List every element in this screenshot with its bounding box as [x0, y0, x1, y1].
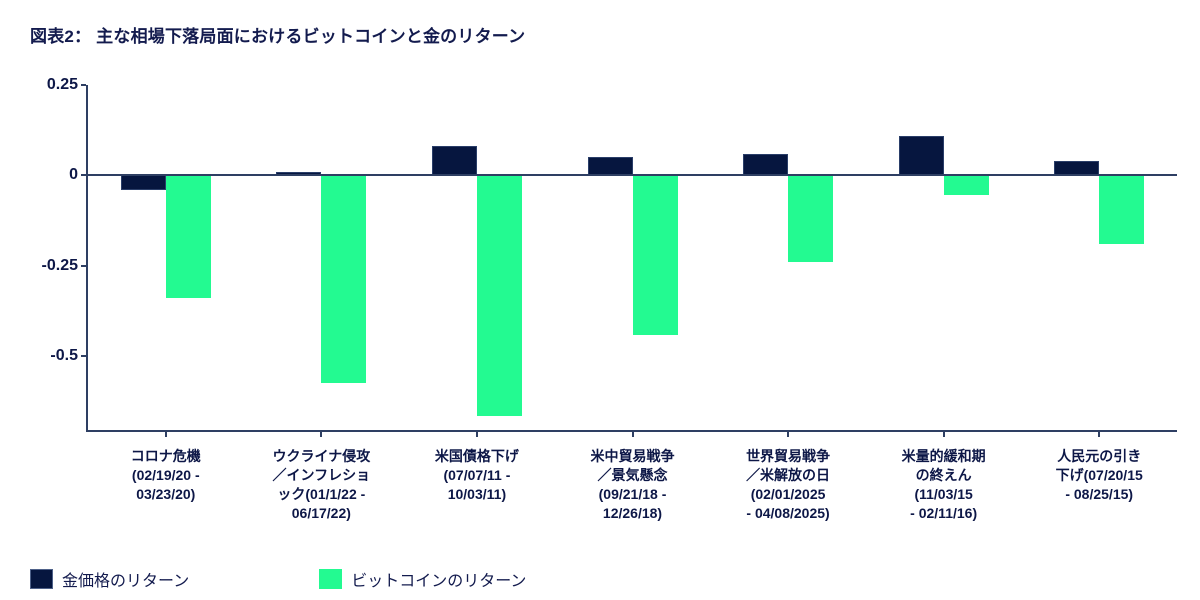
bar-gold-return: [431, 146, 477, 176]
y-axis-tick: [81, 355, 86, 357]
bar-bitcoin-return: [788, 175, 834, 263]
legend-label-bitcoin: ビットコインのリターン: [351, 573, 527, 590]
bar-gold-return: [1054, 160, 1100, 176]
x-axis-line: [86, 430, 1177, 432]
bar-bitcoin-return: [943, 175, 989, 196]
x-axis-tick: [164, 432, 167, 437]
bar-bitcoin-return: [632, 175, 678, 335]
chart-legend: 金価格のリターン ビットコインのリターン: [30, 567, 526, 591]
category-label: 米中貿易戦争 ／景気懸念 (09/21/18 - 12/26/18): [590, 448, 675, 521]
y-axis-tick: [81, 84, 86, 86]
legend-label-gold: 金価格のリターン: [62, 573, 190, 590]
x-axis-tick: [942, 432, 945, 437]
category-label: 人民元の引き 下げ(07/20/15 - 08/25/15): [1055, 448, 1143, 502]
y-axis-tick: [81, 174, 86, 176]
gold-legend-swatch: [30, 569, 53, 589]
bar-bitcoin-return: [476, 175, 522, 416]
bar-gold-return: [120, 175, 166, 190]
y-tick-label: -0.5: [50, 347, 78, 364]
x-axis-tick: [1098, 432, 1101, 437]
bar-bitcoin-return: [1099, 175, 1145, 245]
chart-title: 図表2： 主な相場下落局面におけるビットコインと金のリターン: [30, 27, 526, 46]
x-axis-tick: [475, 432, 478, 437]
bar-gold-return: [743, 153, 789, 176]
y-tick-label: 0.25: [46, 76, 78, 93]
x-axis-tick: [320, 432, 323, 437]
x-axis-tick: [787, 432, 790, 437]
category-label: 米国債格下げ (07/07/11 - 10/03/11): [434, 448, 519, 502]
x-axis-tick: [631, 432, 634, 437]
legend-item-bitcoin: ビットコインのリターン: [319, 567, 526, 591]
bar-bitcoin-return: [321, 175, 367, 384]
category-label: 米量的緩和期 の終えん (11/03/15 - 02/11/16): [901, 448, 986, 521]
zero-baseline: [86, 174, 1177, 176]
legend-item-gold: 金価格のリターン: [30, 567, 189, 591]
category-label: ウクライナ侵攻 ／インフレショ ック(01/1/22 - 06/17/22): [272, 448, 371, 521]
y-axis-line: [86, 85, 88, 432]
y-axis-tick: [81, 265, 86, 267]
bar-gold-return: [587, 157, 633, 176]
bar-bitcoin-return: [165, 175, 211, 299]
y-tick-label: 0: [69, 166, 78, 183]
bar-gold-return: [276, 171, 322, 176]
category-label: コロナ危機 (02/19/20 - 03/23/20): [130, 448, 201, 502]
bar-gold-return: [898, 135, 944, 176]
y-tick-label: -0.25: [41, 257, 78, 274]
category-label: 世界貿易戦争 ／米解放の日 (02/01/2025 - 04/08/2025): [746, 448, 831, 521]
bitcoin-legend-swatch: [319, 569, 343, 589]
